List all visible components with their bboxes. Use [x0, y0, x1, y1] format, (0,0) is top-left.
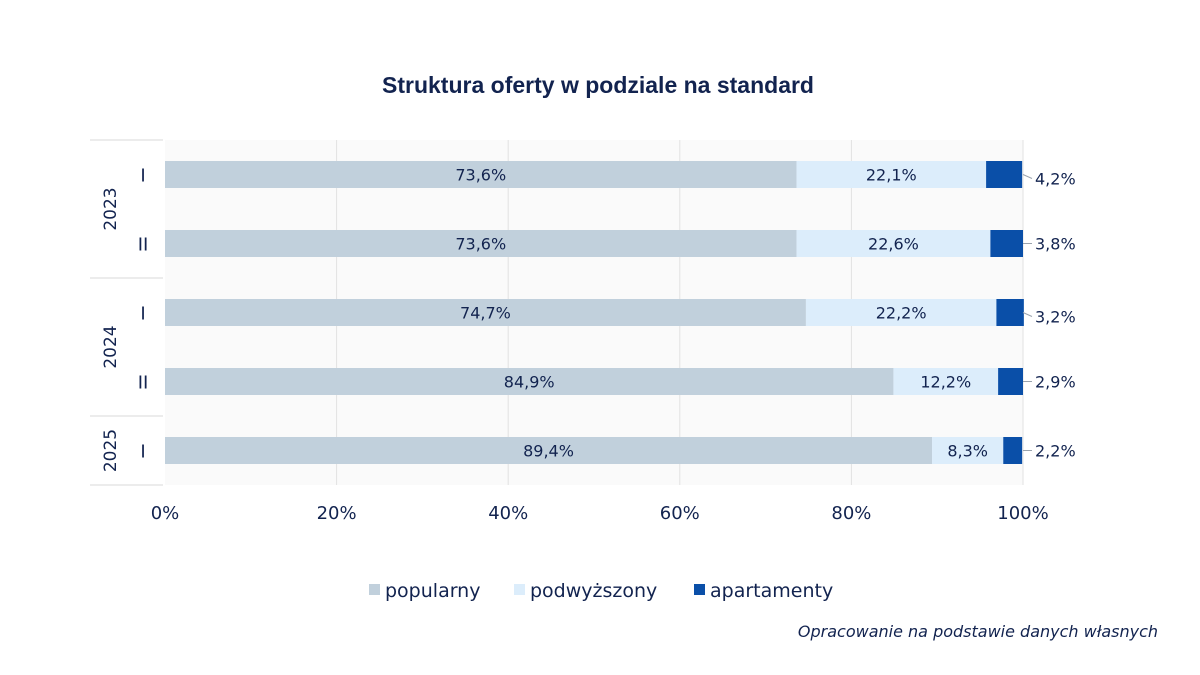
data-label: 12,2%	[920, 373, 971, 392]
category-label: I	[140, 166, 145, 187]
chart-title: Struktura oferty w podziale na standard	[382, 72, 814, 98]
legend-label: popularny	[385, 580, 480, 602]
data-label: 22,2%	[876, 304, 927, 323]
data-label: 89,4%	[523, 442, 574, 461]
legend-swatch	[369, 584, 380, 595]
data-label: 8,3%	[947, 442, 988, 461]
leader-line	[1022, 174, 1033, 179]
group-label: 2024	[101, 325, 121, 368]
legend-label: apartamenty	[710, 580, 833, 602]
bar-segment	[165, 368, 894, 395]
category-label: I	[140, 442, 145, 463]
bar-segment	[165, 230, 797, 257]
x-tick-label: 0%	[151, 503, 180, 524]
data-label: 4,2%	[1035, 170, 1076, 189]
data-label: 3,2%	[1035, 308, 1076, 327]
data-label: 84,9%	[504, 373, 555, 392]
leader-line	[1022, 312, 1033, 317]
x-tick-label: 40%	[488, 503, 528, 524]
legend-swatch	[514, 584, 525, 595]
bar-segment	[796, 230, 991, 257]
category-label: II	[138, 373, 149, 394]
group-label: 2023	[101, 187, 121, 230]
category-label: I	[140, 304, 145, 325]
legend: popularny podwyższony apartamenty	[369, 580, 833, 602]
bar-segment	[996, 299, 1024, 326]
bar-segment	[165, 161, 797, 188]
data-label: 22,6%	[868, 235, 919, 254]
bar-segment	[805, 299, 997, 326]
bar-segment	[1003, 437, 1023, 464]
x-axis: 0% 20% 40% 60% 80% 100%	[151, 503, 1049, 524]
group-label: 2025	[101, 429, 121, 472]
x-tick-label: 100%	[997, 503, 1048, 524]
source-note: Opracowanie na podstawie danych własnych	[798, 622, 1158, 641]
x-tick-label: 80%	[831, 503, 871, 524]
x-tick-label: 20%	[317, 503, 357, 524]
bar-segment	[893, 368, 999, 395]
category-label: II	[138, 235, 149, 256]
data-label: 73,6%	[455, 166, 506, 185]
bar-segment	[986, 161, 1023, 188]
bar-segment	[990, 230, 1023, 257]
bar-segment	[998, 368, 1023, 395]
bars: 73,6% 22,1% 4,2% 73,6% 22,6% 3,8% 74,7% 22,2% 3,…	[165, 161, 1076, 464]
bar-segment	[165, 299, 806, 326]
legend-swatch	[694, 584, 705, 595]
bar-segment	[932, 437, 1004, 464]
bar-segment	[165, 437, 933, 464]
data-label: 73,6%	[455, 235, 506, 254]
bar-segment	[796, 161, 987, 188]
legend-label: podwyższony	[530, 580, 657, 602]
data-label: 74,7%	[460, 304, 511, 323]
data-label: 2,9%	[1035, 373, 1076, 392]
x-tick-label: 60%	[660, 503, 700, 524]
data-label: 22,1%	[866, 166, 917, 185]
data-label: 2,2%	[1035, 442, 1076, 461]
data-label: 3,8%	[1035, 235, 1076, 254]
